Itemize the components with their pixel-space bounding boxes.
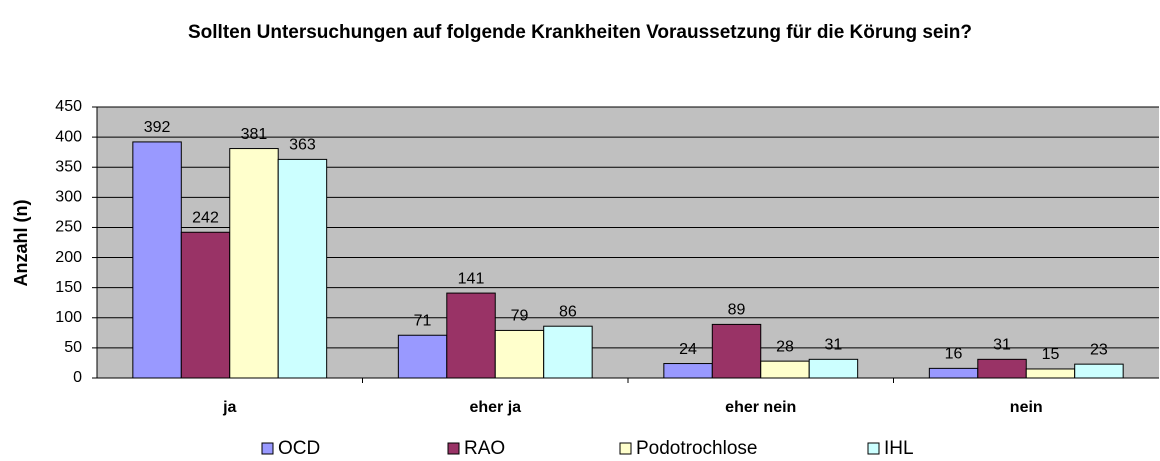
value-label: 392 — [144, 119, 171, 136]
chart-title: Sollten Untersuchungen auf folgende Kran… — [188, 22, 972, 43]
legend-label: Podotrochlose — [636, 438, 757, 459]
bar — [760, 360, 810, 379]
bar — [928, 367, 979, 379]
value-label: 15 — [1042, 346, 1060, 363]
y-tick-label: 300 — [55, 189, 82, 206]
bar — [180, 231, 231, 379]
value-label: 71 — [414, 312, 432, 329]
y-tick-label: 450 — [55, 98, 82, 115]
x-tick-label: eher nein — [725, 399, 796, 416]
value-label: 23 — [1090, 341, 1108, 358]
y-tick-label: 100 — [55, 309, 82, 326]
bar — [397, 334, 448, 379]
y-tick-label: 350 — [55, 158, 82, 175]
bar — [494, 329, 545, 379]
value-label: 24 — [679, 341, 697, 358]
bar — [808, 358, 859, 379]
legend-swatch — [261, 442, 274, 455]
legend-label: RAO — [464, 438, 505, 459]
value-label: 79 — [511, 308, 529, 325]
bar — [1025, 368, 1076, 379]
bar — [446, 292, 496, 379]
bar — [277, 158, 328, 379]
y-tick-label: 250 — [55, 219, 82, 236]
x-tick-label: eher ja — [469, 399, 521, 416]
y-tick-label: 50 — [64, 339, 82, 356]
legend-label: OCD — [278, 438, 320, 459]
y-tick-label: 0 — [73, 369, 82, 386]
value-label: 16 — [945, 346, 963, 363]
bar — [229, 148, 279, 379]
bar — [977, 358, 1027, 379]
legend-swatch — [447, 442, 460, 455]
value-label: 28 — [776, 338, 794, 355]
y-tick-label: 150 — [55, 279, 82, 296]
legend-swatch — [867, 442, 880, 455]
value-label: 31 — [825, 337, 843, 354]
bar — [543, 325, 593, 379]
value-label: 242 — [192, 209, 219, 226]
bar — [663, 363, 713, 379]
y-tick-label: 200 — [55, 249, 82, 266]
x-tick-label: ja — [222, 399, 236, 416]
value-label: 31 — [993, 337, 1011, 354]
bar — [132, 141, 182, 379]
y-tick-label: 400 — [55, 128, 82, 145]
value-label: 86 — [559, 303, 577, 320]
x-tick-label: nein — [1010, 399, 1043, 416]
value-label: 363 — [289, 137, 316, 154]
y-axis-label: Anzahl (n) — [11, 200, 31, 287]
value-label: 89 — [728, 302, 746, 319]
bar — [711, 323, 762, 379]
value-label: 141 — [458, 270, 485, 287]
value-label: 381 — [241, 126, 268, 143]
legend-label: IHL — [884, 438, 914, 459]
legend-swatch — [619, 442, 632, 455]
bar — [1074, 363, 1124, 379]
